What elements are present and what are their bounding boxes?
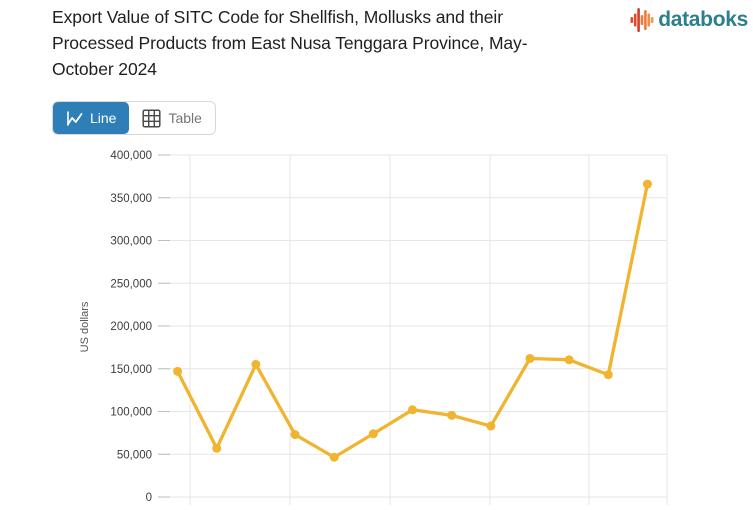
view-toggle: Line Table <box>52 101 216 135</box>
y-tick-label: 0 <box>146 492 152 504</box>
line-chart[interactable]: 400,000 350,000 300,000 250,000 200,000 150,0… <box>0 140 753 505</box>
line-view-label: Line <box>90 110 117 126</box>
data-point[interactable] <box>447 410 457 420</box>
data-point[interactable] <box>212 443 222 453</box>
page-title-line-2: Processed Products from East Nusa Tengga… <box>52 33 528 53</box>
table-grid-icon <box>142 108 162 128</box>
data-point[interactable] <box>486 421 496 431</box>
data-point[interactable] <box>329 452 339 462</box>
data-point[interactable] <box>642 179 652 189</box>
y-axis-title: US dollars <box>79 301 91 352</box>
data-point[interactable] <box>290 430 300 440</box>
data-point[interactable] <box>525 353 535 363</box>
y-tick-label: 100,000 <box>110 407 152 419</box>
table-view-button[interactable]: Table <box>129 102 214 134</box>
y-tick-label: 250,000 <box>110 278 152 290</box>
data-point[interactable] <box>408 405 417 415</box>
table-view-label: Table <box>168 110 202 126</box>
y-tick-label: 400,000 <box>110 150 152 162</box>
y-tick-label: 300,000 <box>110 236 152 248</box>
data-point[interactable] <box>251 359 261 369</box>
line-chart-icon <box>67 110 83 126</box>
data-point[interactable] <box>173 366 183 376</box>
data-point[interactable] <box>368 429 378 439</box>
page-title-line-3: October 2024 <box>52 59 157 79</box>
line-view-button[interactable]: Line <box>53 102 130 134</box>
databoks-logo-icon <box>630 8 654 32</box>
databoks-logo-text: databoks <box>658 8 748 31</box>
data-point[interactable] <box>564 355 574 365</box>
page-title: Export Value of SITC Code for Shellfish,… <box>52 4 652 82</box>
chart-canvas: 400,000 350,000 300,000 250,000 200,000 150,0… <box>79 150 668 505</box>
data-point[interactable] <box>603 370 613 380</box>
series-line <box>175 182 650 459</box>
y-tick-label: 150,000 <box>110 364 152 376</box>
y-tick-label: 200,000 <box>110 321 152 333</box>
page-title-line-1: Export Value of SITC Code for Shellfish,… <box>52 7 503 27</box>
y-tick-label: 350,000 <box>110 193 152 205</box>
databoks-logo: databoks <box>630 6 748 34</box>
y-tick-label: 50,000 <box>117 449 152 461</box>
